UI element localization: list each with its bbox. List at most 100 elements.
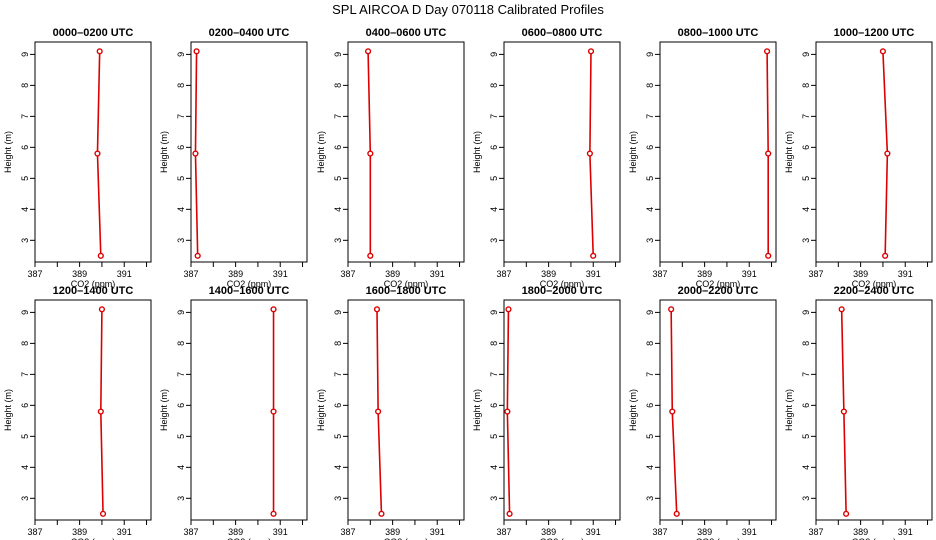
y-axis-label: Height (m) (784, 389, 794, 431)
plot-frame (190, 41, 308, 263)
panel-title: 2000–2200 UTC (678, 285, 759, 297)
y-tick-label: 5 (333, 434, 343, 439)
y-tick-label: 5 (801, 176, 811, 181)
y-tick-label: 6 (645, 403, 655, 408)
panel-3: 0400–0600 UTC 387 389 391 3 4 5 6 7 8 9 CO2 (ppm) He… (316, 27, 465, 289)
x-tick-label: 391 (742, 527, 757, 537)
x-axis-label: CO2 (ppm) (71, 279, 116, 289)
y-tick-label: 9 (333, 52, 343, 57)
y-tick-label: 6 (489, 403, 499, 408)
x-tick-label: 389 (228, 527, 243, 537)
y-tick-label: 6 (801, 403, 811, 408)
profile-point (843, 510, 850, 517)
plot-frame (347, 41, 465, 263)
x-tick-label: 391 (898, 269, 913, 279)
y-tick-label: 7 (333, 114, 343, 119)
y-tick-label: 5 (645, 434, 655, 439)
y-tick-label: 8 (489, 83, 499, 88)
profile-point (669, 408, 676, 415)
profile-point (98, 306, 106, 313)
x-tick-label: 387 (27, 269, 42, 279)
profile-point (765, 150, 772, 157)
plot-frame (815, 299, 933, 521)
y-axis-label: Height (m) (784, 131, 794, 173)
profile-point (97, 252, 104, 259)
y-tick-label: 6 (801, 145, 811, 150)
profile-point (94, 150, 101, 157)
x-tick-label: 389 (541, 269, 556, 279)
x-tick-label: 391 (586, 527, 601, 537)
profile-point (364, 48, 372, 55)
panel-title: 1000–1200 UTC (834, 27, 915, 39)
panel-title: 1200–1400 UTC (53, 285, 134, 297)
profile-point (99, 510, 107, 517)
y-tick-label: 9 (333, 310, 343, 315)
y-tick-label: 8 (333, 341, 343, 346)
x-tick-label: 387 (652, 527, 667, 537)
panel-title: 2200–2400 UTC (834, 285, 915, 297)
panel-1: 0000–0200 UTC 387 389 391 3 4 5 6 7 8 9 CO2 (ppm) He… (3, 27, 152, 289)
y-tick-label: 3 (20, 496, 30, 501)
profile-point (367, 252, 374, 259)
panel-title: 1800–2000 UTC (522, 285, 603, 297)
y-tick-label: 3 (176, 496, 186, 501)
x-axis-label: CO2 (ppm) (540, 279, 585, 289)
x-tick-label: 391 (273, 269, 288, 279)
y-tick-label: 6 (333, 403, 343, 408)
plot-frame (659, 41, 777, 263)
profile-point (838, 306, 845, 313)
profile-point (192, 150, 199, 157)
x-tick-label: 391 (898, 527, 913, 537)
y-tick-label: 3 (801, 496, 811, 501)
y-tick-label: 4 (645, 207, 655, 212)
y-tick-label: 3 (20, 238, 30, 243)
y-axis-label: Height (m) (159, 131, 169, 173)
profile-point (194, 252, 201, 259)
y-tick-label: 3 (333, 238, 343, 243)
x-tick-label: 389 (697, 269, 712, 279)
plot-frame (503, 41, 621, 263)
y-tick-label: 4 (801, 465, 811, 470)
y-tick-label: 6 (20, 145, 30, 150)
y-tick-label: 6 (20, 403, 30, 408)
y-tick-label: 8 (20, 83, 30, 88)
x-axis-label: CO2 (ppm) (540, 537, 585, 540)
y-tick-label: 8 (801, 341, 811, 346)
profile-point (840, 408, 847, 415)
x-axis-label: CO2 (ppm) (852, 279, 897, 289)
x-tick-label: 389 (72, 269, 87, 279)
x-tick-label: 387 (340, 269, 355, 279)
y-axis-label: Height (m) (3, 389, 13, 431)
x-tick-label: 387 (340, 527, 355, 537)
y-tick-label: 9 (20, 310, 30, 315)
panel-8: 1400–1600 UTC 387 389 391 3 4 5 6 7 8 9 CO2 (ppm) He… (159, 285, 308, 540)
x-tick-label: 387 (183, 527, 198, 537)
profile-point (367, 150, 374, 157)
panel-10: 1800–2000 UTC 387 389 391 3 4 5 6 7 8 9 CO2 (ppm) He… (472, 285, 621, 540)
panel-6: 1000–1200 UTC 387 389 391 3 4 5 6 7 8 9 CO2 (ppm) He… (784, 27, 933, 289)
panel-title: 0000–0200 UTC (53, 27, 134, 39)
y-tick-label: 7 (801, 372, 811, 377)
panel-title: 0800–1000 UTC (678, 27, 759, 39)
x-tick-label: 391 (586, 269, 601, 279)
y-tick-label: 4 (645, 465, 655, 470)
y-tick-label: 7 (20, 372, 30, 377)
profile-point (763, 48, 771, 55)
plot-frame (190, 299, 308, 521)
y-tick-label: 5 (176, 176, 186, 181)
x-tick-label: 389 (385, 527, 400, 537)
y-tick-label: 9 (645, 310, 655, 315)
x-axis-label: CO2 (ppm) (71, 537, 116, 540)
y-tick-label: 9 (489, 52, 499, 57)
x-tick-label: 389 (72, 527, 87, 537)
y-tick-label: 6 (176, 145, 186, 150)
y-tick-label: 3 (176, 238, 186, 243)
x-tick-label: 389 (228, 269, 243, 279)
profile-point (97, 408, 104, 415)
y-tick-label: 4 (176, 207, 186, 212)
panel-title: 0400–0600 UTC (366, 27, 447, 39)
x-axis-label: CO2 (ppm) (852, 537, 897, 540)
y-tick-label: 4 (333, 465, 343, 470)
x-tick-label: 387 (652, 269, 667, 279)
